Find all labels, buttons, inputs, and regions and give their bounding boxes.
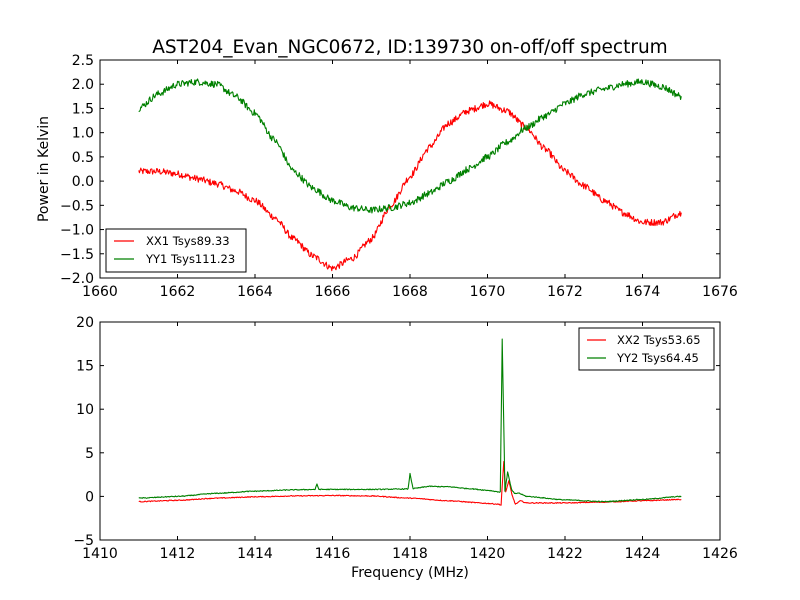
bottom-x-tick-label: 1426 xyxy=(702,546,738,562)
bottom-y-tick-label: 5 xyxy=(85,446,94,462)
top-x-tick-label: 1676 xyxy=(702,284,738,300)
bottom-panel: 1410 1412 1414 1416 1418 1420 1422 1424 1426 20 15… xyxy=(73,315,738,581)
bottom-ticks: 1410 1412 1414 1416 1418 1420 1422 1424 1426 20 15… xyxy=(73,315,738,562)
top-y-tick-label: 0.0 xyxy=(72,174,94,190)
top-panel: 1660 1662 1664 1666 1668 1670 1672 1674 1676 2.5 2… xyxy=(36,53,738,300)
bottom-series-xx2-line xyxy=(138,460,682,506)
top-legend: XX1 Tsys89.33 YY1 Tsys111.23 xyxy=(105,228,247,273)
bottom-x-tick-label: 1418 xyxy=(392,546,428,562)
legend-yy1-label: YY1 Tsys111.23 xyxy=(145,252,235,266)
bottom-plot-lines xyxy=(138,338,682,506)
bottom-x-tick-label: 1416 xyxy=(315,546,351,562)
bottom-y-tick-label: 10 xyxy=(76,402,94,418)
top-y-tick-label: 1.5 xyxy=(72,101,94,117)
legend-xx2-label: XX2 Tsys53.65 xyxy=(617,333,701,347)
top-x-tick-label: 1662 xyxy=(160,284,196,300)
top-y-tick-label: −2.0 xyxy=(60,271,94,287)
top-ticks: 1660 1662 1664 1666 1668 1670 1672 1674 1676 2.5 2… xyxy=(60,53,738,300)
top-x-tick-label: 1674 xyxy=(625,284,661,300)
top-x-tick-label: 1668 xyxy=(392,284,428,300)
top-x-tick-label: 1670 xyxy=(470,284,506,300)
top-y-tick-label: 1.0 xyxy=(72,126,94,142)
top-y-tick-label: −1.5 xyxy=(60,247,94,263)
top-y-tick-label: −0.5 xyxy=(60,198,94,214)
chart-title: AST204_Evan_NGC0672, ID:139730 on-off/of… xyxy=(152,37,667,58)
legend-yy2-label: YY2 Tsys64.45 xyxy=(616,351,699,365)
top-series-xx1-line xyxy=(138,100,682,272)
top-series-yy1-line xyxy=(138,78,682,214)
bottom-x-tick-label: 1414 xyxy=(237,546,273,562)
bottom-series-yy2-line xyxy=(138,338,682,503)
top-x-tick-label: 1672 xyxy=(547,284,583,300)
bottom-y-tick-label: 0 xyxy=(85,489,94,505)
top-x-tick-label: 1664 xyxy=(237,284,273,300)
bottom-x-tick-label: 1420 xyxy=(470,546,506,562)
bottom-x-tick-label: 1412 xyxy=(160,546,196,562)
legend-xx1-label: XX1 Tsys89.33 xyxy=(146,234,230,248)
top-plot-lines xyxy=(138,78,682,272)
top-x-tick-label: 1660 xyxy=(82,284,118,300)
top-x-tick-label: 1666 xyxy=(315,284,351,300)
top-legend-box xyxy=(105,228,247,273)
top-y-axis-label: Power in Kelvin xyxy=(36,116,52,222)
bottom-x-tick-label: 1422 xyxy=(547,546,583,562)
top-y-tick-label: −1.0 xyxy=(60,223,94,239)
bottom-legend-box xyxy=(578,327,715,371)
bottom-x-tick-label: 1424 xyxy=(625,546,661,562)
top-y-tick-label: 0.5 xyxy=(72,150,94,166)
bottom-legend: XX2 Tsys53.65 YY2 Tsys64.45 xyxy=(578,327,715,371)
bottom-x-tick-label: 1410 xyxy=(82,546,118,562)
bottom-y-tick-label: −5 xyxy=(73,533,94,549)
top-y-tick-label: 2.0 xyxy=(72,77,94,93)
bottom-y-tick-label: 20 xyxy=(76,315,94,331)
bottom-y-tick-label: 15 xyxy=(76,359,94,375)
bottom-x-axis-label: Frequency (MHz) xyxy=(351,565,469,581)
top-y-tick-label: 2.5 xyxy=(72,53,94,69)
